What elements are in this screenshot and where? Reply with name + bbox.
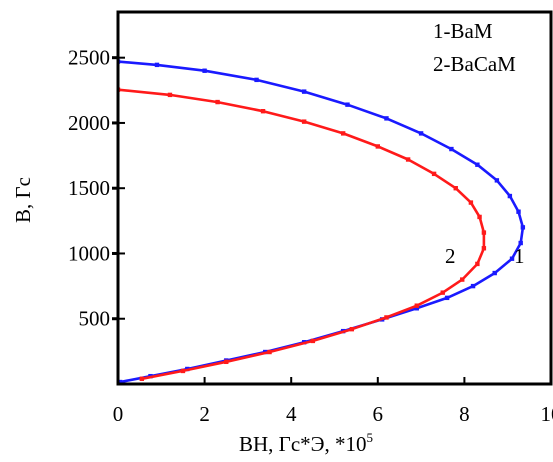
series-1-point: [414, 306, 419, 311]
x-tick-label: 6: [373, 402, 384, 426]
series-2-point: [475, 261, 480, 267]
series-1-point: [449, 146, 454, 152]
y-axis-title: B, Гс: [11, 177, 35, 223]
series-1-point: [470, 283, 476, 289]
series-layer: [118, 59, 526, 384]
series-2-point: [440, 290, 445, 295]
x-tick-label: 10: [541, 402, 553, 426]
series-2-point: [310, 338, 316, 344]
series-1-point: [509, 256, 515, 261]
series-line-2: [118, 88, 486, 381]
series-2-point: [405, 157, 411, 162]
series-2-point: [180, 368, 186, 374]
series-1-point: [518, 240, 523, 246]
plot-frame: [116, 10, 553, 386]
y-tick-label: 500: [79, 307, 111, 331]
x-tick-label: 8: [459, 402, 470, 426]
curve-label-1: 1: [514, 244, 525, 268]
series-2-point: [139, 376, 145, 381]
series-1-point: [492, 270, 497, 276]
series-2-point: [481, 246, 487, 251]
series-1-point: [345, 102, 350, 107]
series-1-point: [516, 209, 521, 214]
series-1-point: [154, 62, 160, 68]
x-tick-label: 4: [286, 402, 297, 426]
series-2-point: [301, 119, 307, 124]
series-2-point: [267, 349, 272, 355]
series-1-point: [475, 162, 480, 167]
x-tick-label: 2: [199, 402, 210, 426]
x-axis-title-text: BH, Гс*Э, *10: [239, 432, 367, 456]
y-tick-label: 1000: [68, 241, 110, 265]
series-2-point: [349, 326, 355, 332]
legend-entry-2: 2-BaCaM: [433, 52, 516, 76]
series-1-point: [444, 295, 450, 301]
x-axis-title-exponent: 5: [367, 430, 374, 445]
series-1-point: [507, 193, 513, 199]
series-2-point: [453, 186, 458, 191]
series-2-point: [414, 303, 419, 308]
series-2-point: [215, 99, 220, 105]
series-2-point: [384, 315, 389, 320]
y-axis: 500 1000 1500 2000 2500: [68, 46, 125, 331]
y-tick-label: 2500: [68, 46, 110, 70]
series-1-point: [254, 77, 259, 83]
x-tick-label: 0: [113, 402, 124, 426]
series-2-point: [224, 359, 229, 365]
curve-label-2: 2: [445, 244, 456, 268]
y-tick-label: 2000: [68, 111, 110, 135]
series-2-point: [340, 131, 346, 136]
x-axis-title: BH, Гс*Э, *105: [239, 430, 373, 456]
series-2-point: [460, 277, 465, 282]
series-1-point: [301, 89, 307, 94]
series-2-point: [481, 230, 487, 235]
series-2-point: [477, 214, 482, 220]
y-tick-label: 1500: [68, 176, 110, 200]
series-line-1: [118, 60, 525, 384]
series-1-point: [202, 68, 207, 73]
legend-entry-1: 1-BaM: [433, 19, 493, 43]
series-2-point: [260, 109, 266, 114]
series-2-point: [167, 92, 173, 98]
series-1-point: [520, 225, 526, 230]
x-axis: 0 2 4 6 8 10: [113, 377, 553, 426]
series-1-point: [118, 379, 123, 384]
series-2-point: [375, 144, 380, 149]
series-1-point: [418, 131, 424, 136]
series-2-point: [468, 200, 474, 205]
series-2-point: [431, 171, 437, 177]
series-1-point: [494, 178, 500, 183]
series-1-point: [384, 116, 389, 121]
